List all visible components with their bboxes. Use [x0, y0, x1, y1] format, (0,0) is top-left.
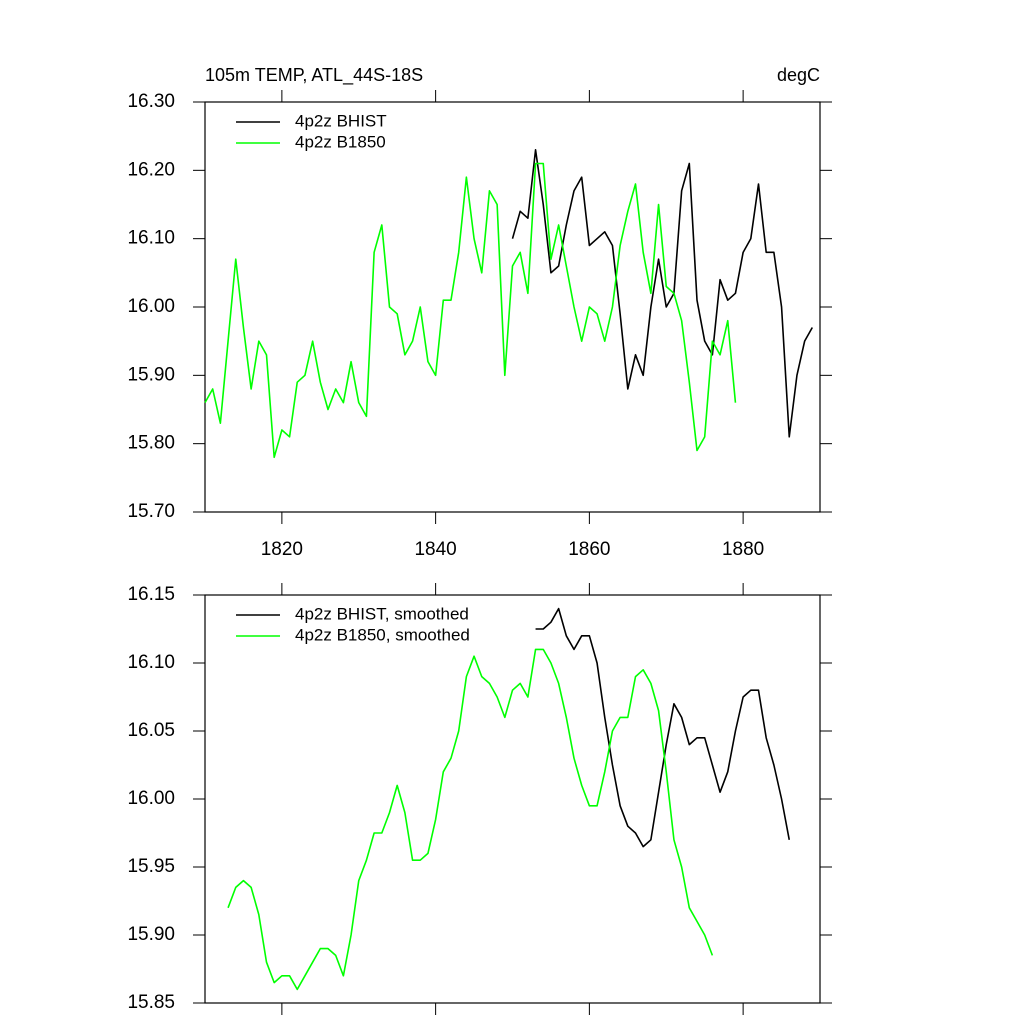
y-tick-label: 16.10 [127, 652, 175, 673]
x-tick-label: 1880 [722, 539, 764, 560]
series-line [204, 162, 737, 459]
chart-title: 105m TEMP, ATL_44S-18S [205, 65, 423, 86]
y-tick-label: 15.90 [127, 924, 175, 945]
y-tick-label: 16.00 [127, 788, 175, 809]
y-tick-label: 16.05 [127, 720, 175, 741]
y-tick-label: 15.95 [127, 856, 175, 877]
y-tick-label: 15.70 [127, 501, 175, 522]
y-tick-label: 15.90 [127, 364, 175, 385]
x-tick-label: 1860 [568, 539, 610, 560]
units-label: degC [777, 65, 820, 85]
legend-text: 4p2z B1850, smoothed [295, 625, 470, 644]
y-tick-label: 16.00 [127, 296, 175, 317]
legend-text: 4p2z B1850 [295, 132, 386, 151]
y-tick-label: 16.10 [127, 228, 175, 249]
legend-text: 4p2z BHIST, smoothed [295, 604, 469, 623]
plot-frame [204, 594, 821, 1004]
series-line [535, 607, 791, 848]
y-tick-label: 16.20 [127, 159, 175, 180]
plot-frame [204, 101, 821, 513]
y-tick-label: 16.15 [127, 584, 175, 605]
x-tick-label: 1820 [261, 539, 303, 560]
x-tick-label: 1840 [414, 539, 456, 560]
y-tick-label: 16.30 [127, 91, 175, 112]
series-line [227, 648, 714, 991]
legend-text: 4p2z BHIST [295, 111, 387, 130]
y-tick-label: 15.85 [127, 992, 175, 1013]
series-line [511, 149, 814, 438]
y-tick-label: 15.80 [127, 433, 175, 454]
